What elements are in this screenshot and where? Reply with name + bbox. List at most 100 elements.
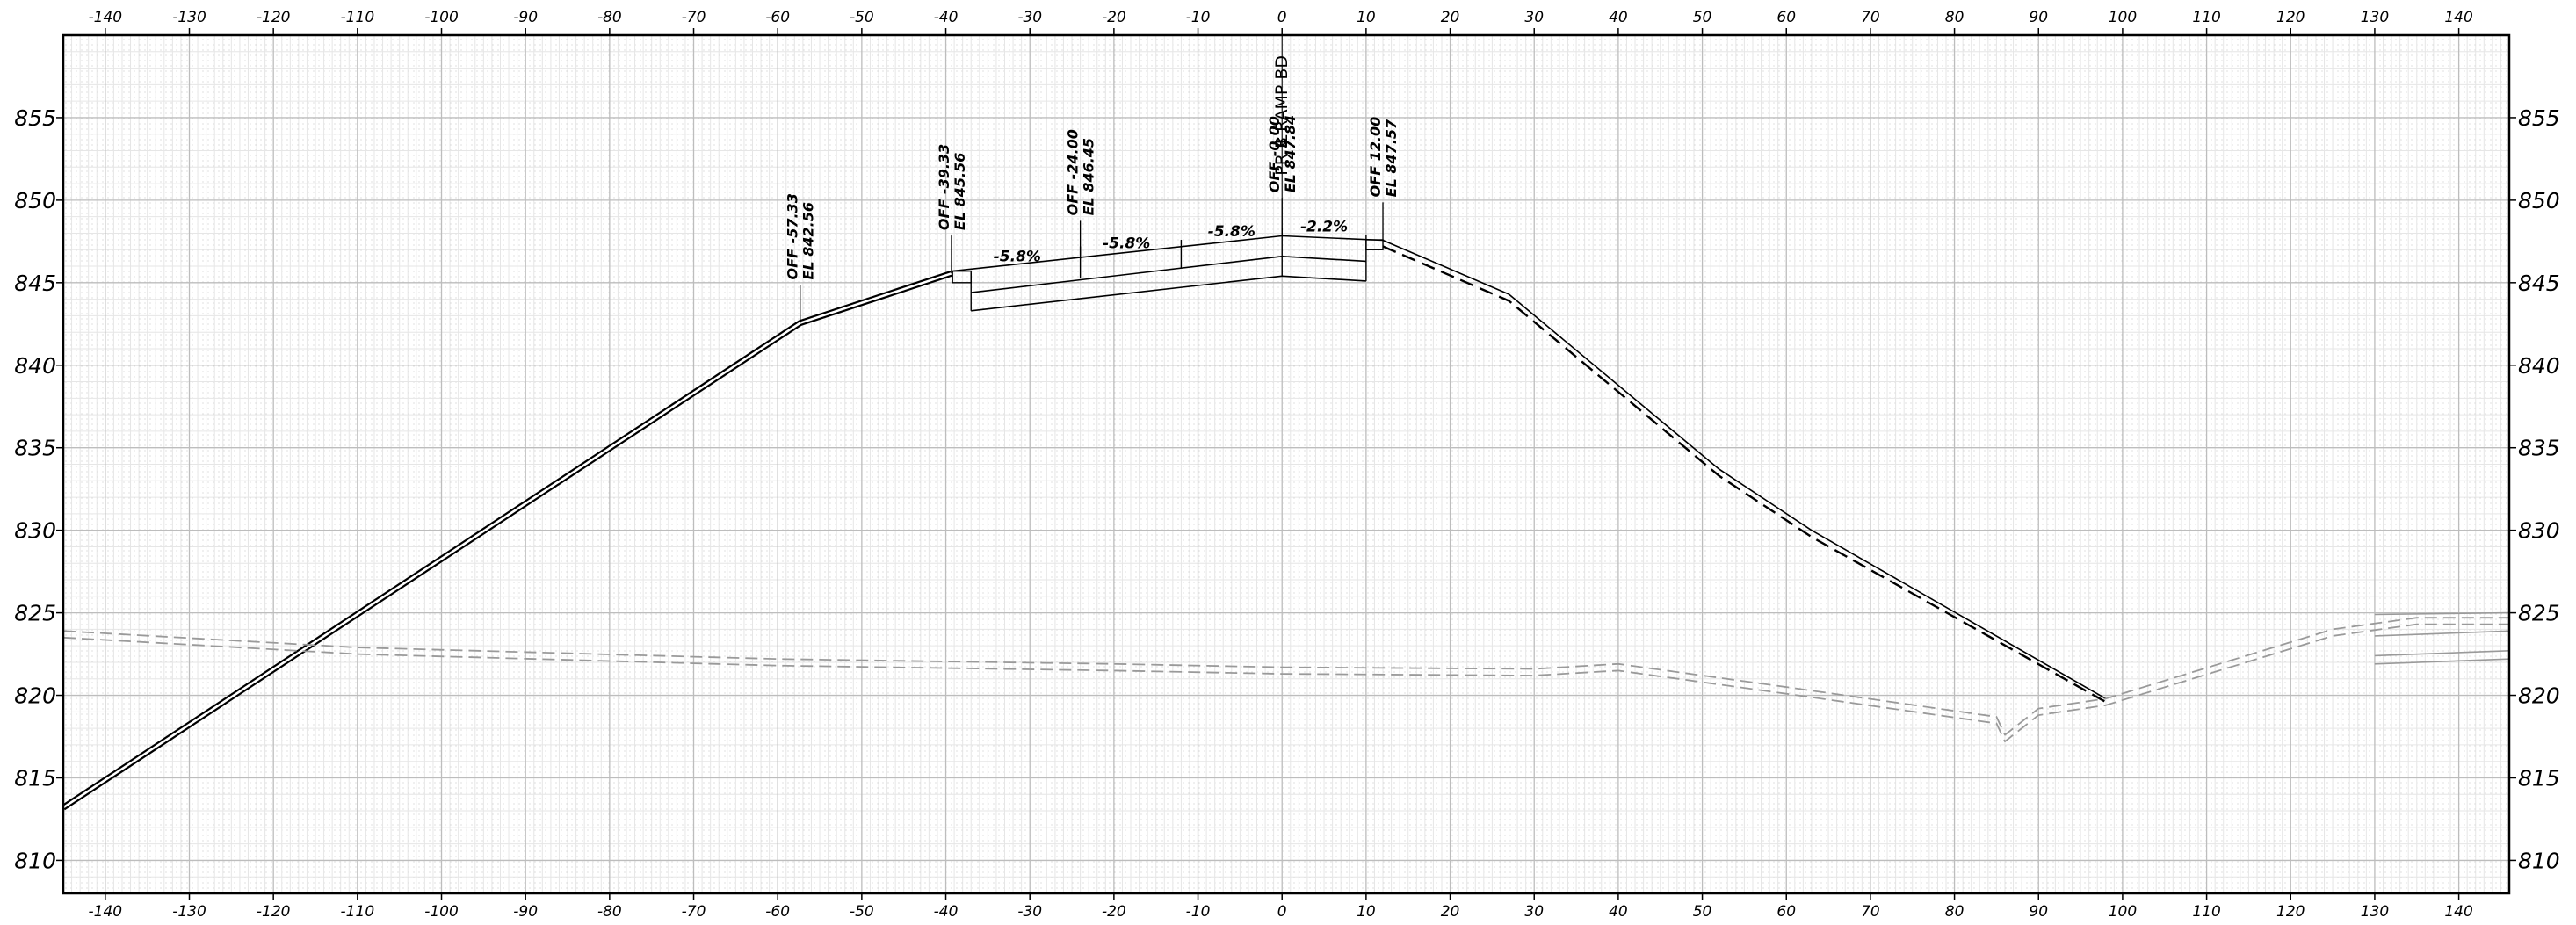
x-tick-label-bottom: -10 [1186, 903, 1211, 921]
x-tick-label-top: 100 [2109, 9, 2137, 26]
x-tick-label-top: -20 [1102, 9, 1126, 26]
x-tick-label-bottom: 100 [2109, 903, 2137, 921]
minor-grid [62, 35, 2510, 894]
x-tick-label-top: 90 [2029, 9, 2048, 26]
y-tick-label-left: 850 [14, 188, 56, 213]
y-tick-label-left: 855 [14, 105, 56, 131]
x-tick-label-top: -140 [89, 9, 123, 26]
x-tick-label-top: -110 [341, 9, 375, 26]
x-tick-label-top: 0 [1277, 9, 1287, 26]
x-tick-label-bottom: -120 [257, 903, 291, 921]
x-tick-label-top: -40 [934, 9, 959, 26]
profile-line [2374, 630, 2510, 637]
x-tick-label-bottom: 40 [1609, 903, 1628, 921]
curb-box [1365, 239, 1384, 250]
profile-line-inner [62, 272, 952, 809]
x-tick-label-bottom: 10 [1357, 903, 1376, 921]
profile-line [2374, 611, 2510, 616]
x-tick-label-bottom: -70 [682, 903, 706, 921]
y-ticks-right: 810 815 820 825 830 835 840 845 850 855 [2509, 105, 2560, 873]
x-tick-label-top: 60 [1776, 9, 1796, 26]
x-tick-label-top: -100 [424, 9, 459, 26]
callout-offset: OFF -57.33 [785, 193, 801, 279]
y-tick-label-right: 840 [2518, 353, 2560, 379]
x-tick-label-bottom: 0 [1277, 903, 1287, 921]
callout-offset: OFF -39.33 [936, 144, 952, 230]
y-tick-label-left: 835 [14, 436, 56, 461]
x-tick-label-bottom: -130 [172, 903, 206, 921]
callout-elevation: EL 846.45 [1081, 138, 1097, 215]
x-tick-label-top: 40 [1609, 9, 1628, 26]
y-tick-label-left: 845 [14, 271, 56, 296]
callout-elevation: EL 845.56 [952, 153, 968, 230]
x-tick-label-top: -90 [513, 9, 538, 26]
curb-box [952, 270, 972, 284]
y-ticks-left: 810 815 820 825 830 835 840 845 850 855 [14, 105, 63, 873]
x-tick-label-top: 120 [2276, 9, 2305, 26]
annotations: OFF -57.33 EL 842.56 OFF -39.33 EL 845.56 OF… [785, 35, 1400, 323]
slope-label: -5.8% [1103, 235, 1150, 252]
x-tick-label-bottom: 70 [1861, 903, 1880, 921]
x-tick-label-bottom: 110 [2192, 903, 2220, 921]
x-tick-label-top: -130 [172, 9, 206, 26]
x-tick-label-top: 10 [1357, 9, 1376, 26]
y-tick-label-left: 830 [14, 518, 56, 544]
callout-offset: OFF -0.00 [1266, 116, 1283, 192]
profile-line [2374, 658, 2510, 665]
x-tick-label-bottom: 130 [2361, 903, 2389, 921]
x-tick-label-top: 80 [1945, 9, 1965, 26]
x-tick-label-bottom: -40 [934, 903, 959, 921]
y-tick-label-left: 810 [14, 848, 56, 873]
x-tick-label-bottom: -140 [89, 903, 123, 921]
y-tick-label-right: 845 [2518, 271, 2560, 296]
x-tick-label-top: 20 [1441, 9, 1460, 26]
y-tick-label-right: 820 [2518, 683, 2560, 709]
x-tick-label-top: -70 [682, 9, 706, 26]
y-tick-label-right: 810 [2518, 848, 2560, 873]
profile-line [1382, 239, 2107, 699]
x-tick-label-top: 70 [1861, 9, 1880, 26]
x-tick-label-bottom: -20 [1102, 903, 1126, 921]
x-tick-label-top: 30 [1524, 9, 1544, 26]
x-tick-label-bottom: -110 [341, 903, 375, 921]
profile-line [62, 623, 2509, 742]
x-tick-label-top: 130 [2361, 9, 2389, 26]
callout-elevation: EL 847.84 [1282, 115, 1299, 192]
x-tick-label-top: -50 [850, 9, 874, 26]
x-tick-label-bottom: -80 [597, 903, 622, 921]
slope-label: -5.8% [994, 248, 1041, 265]
profile-line [2374, 650, 2510, 657]
x-tick-label-bottom: 140 [2444, 903, 2472, 921]
x-tick-label-bottom: 90 [2029, 903, 2048, 921]
x-tick-label-bottom: 30 [1524, 903, 1544, 921]
x-tick-label-bottom: 80 [1945, 903, 1965, 921]
slope-label: -5.8% [1208, 223, 1255, 241]
centerline-label: PR B RAMP BD [1272, 55, 1292, 176]
y-tick-label-right: 825 [2518, 601, 2560, 626]
x-tick-label-bottom: -50 [850, 903, 874, 921]
x-tick-label-top: -60 [765, 9, 790, 26]
x-tick-label-bottom: -30 [1017, 903, 1042, 921]
x-tick-label-bottom: 50 [1693, 903, 1712, 921]
y-tick-label-left: 820 [14, 683, 56, 709]
x-tick-label-top: -120 [257, 9, 291, 26]
callout-elevation: EL 842.56 [800, 202, 817, 279]
x-tick-label-bottom: 60 [1776, 903, 1796, 921]
y-tick-label-left: 815 [14, 765, 56, 791]
x-tick-label-top: -10 [1186, 9, 1211, 26]
x-tick-label-top: 110 [2192, 9, 2220, 26]
profile-line [62, 617, 2509, 736]
callout-elevation: EL 847.57 [1383, 119, 1400, 197]
x-tick-label-top: -30 [1017, 9, 1042, 26]
callout-offset: OFF 12.00 [1367, 117, 1384, 198]
y-tick-label-right: 830 [2518, 518, 2560, 544]
profile-line [1382, 245, 2107, 704]
x-tick-label-bottom: -60 [765, 903, 790, 921]
x-tick-label-bottom: 20 [1441, 903, 1460, 921]
x-tick-label-top: -80 [597, 9, 622, 26]
y-tick-label-right: 855 [2518, 105, 2560, 131]
callout-offset: OFF -24.00 [1065, 129, 1082, 215]
centerline-symbol: ℄ [1272, 134, 1292, 147]
y-tick-label-right: 815 [2518, 765, 2560, 791]
